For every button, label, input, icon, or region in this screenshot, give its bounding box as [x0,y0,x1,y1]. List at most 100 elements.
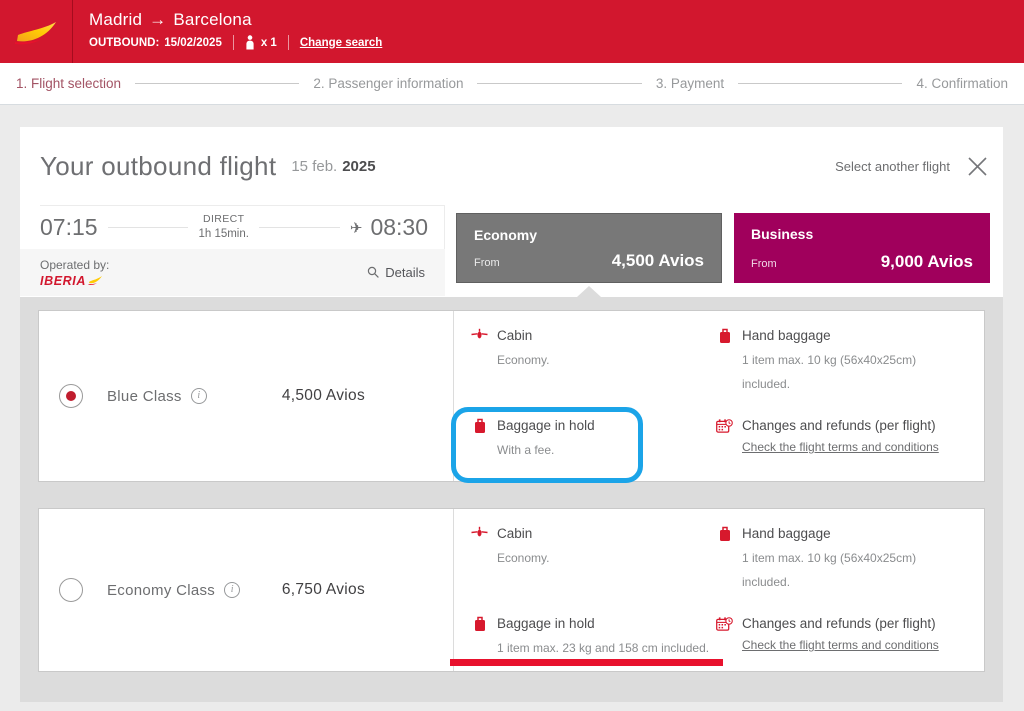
flight-date: 15 feb. [291,157,338,175]
economy-class-selector[interactable]: Economy Class i 6,750 Avios [39,509,454,671]
feature-text: Baggage in hold With a fee. [497,418,595,462]
hand-baggage-line1: 1 item max. 10 kg (56x40x25cm) [742,353,917,367]
fare-price: 6,750 Avios [281,581,365,598]
hold-value: With a fee. [497,443,555,457]
hand-baggage-icon [716,328,733,395]
cabin-feature: Cabin Economy. [471,328,721,372]
arrival-time: 08:30 [370,214,428,240]
outbound-date: 15/02/2025 [164,36,222,49]
app-header: Madrid → Barcelona OUTBOUND: 15/02/2025 … [0,0,1024,63]
terms-conditions-link[interactable]: Check the flight terms and conditions [742,440,939,454]
step-confirmation[interactable]: 4. Confirmation [916,76,1008,91]
changes-label: Changes and refunds (per flight) [742,418,936,433]
flight-summary: Your outbound flight 15 feb. 2025 Select… [20,127,1003,297]
route-line [258,227,340,228]
suitcase-icon [471,418,488,462]
feature-text: Hand baggage 1 item max. 10 kg (56x40x25… [742,328,916,395]
step-connector [135,83,300,84]
origin-city: Madrid [89,10,143,29]
passenger-count-label: x 1 [260,36,277,49]
tab-business-label: Business [751,226,814,242]
step-flight-selection[interactable]: 1. Flight selection [16,76,122,91]
hand-baggage-feature: Hand baggage 1 item max. 10 kg (56x40x25… [716,328,1001,395]
progress-steps: 1. Flight selection 2. Passenger informa… [0,63,1024,105]
blue-class-selector[interactable]: Blue Class i 4,500 Avios [39,311,454,481]
economy-class-radio[interactable] [59,578,83,602]
hold-baggage-feature: Baggage in hold With a fee. [471,418,721,462]
suitcase-icon [471,616,488,660]
outbound-label: OUTBOUND: [89,36,160,49]
step-connector [738,83,903,84]
from-label: From [474,257,500,269]
hand-baggage-line1: 1 item max. 10 kg (56x40x25cm) [742,551,917,565]
step-passenger-information[interactable]: 2. Passenger information [313,76,464,91]
hold-value: 1 item max. 23 kg and 158 cm included. [497,641,710,655]
tab-business-price-row: From 9,000 Avios [751,252,973,272]
changes-label: Changes and refunds (per flight) [742,616,936,631]
feature-text: Cabin Economy. [497,328,549,372]
divider [232,35,234,50]
tab-economy[interactable]: Economy From 4,500 Avios [456,213,722,283]
magnifier-icon [368,266,380,278]
select-another-flight-link[interactable]: Select another flight [835,158,950,174]
fare-option-blue-class: Blue Class i 4,500 Avios [38,310,985,483]
passenger-count: x 1 [245,35,277,50]
hand-baggage-line2: included. [742,376,791,391]
duration-label: 1h 15min. [198,227,249,240]
operator-logo: IBERIA [40,274,109,288]
fare-options-section: Blue Class i 4,500 Avios [20,286,1003,702]
tab-economy-price: 4,500 Avios [611,251,704,270]
change-search-link[interactable]: Change search [299,36,383,49]
hold-label: Baggage in hold [497,418,595,433]
details-button[interactable]: Details [367,265,425,280]
cabin-plane-icon [471,328,488,372]
departure-time: 07:15 [40,214,98,240]
divider [287,35,289,50]
fare-details: Cabin Economy. Baggage in hold [450,509,984,671]
terms-conditions-link[interactable]: Check the flight terms and conditions [742,638,939,652]
hold-baggage-feature: Baggage in hold 1 item max. 23 kg and 15… [471,616,721,660]
fare-option-economy-class: Economy Class i 6,750 Avios [38,508,985,672]
tab-business-price: 9,000 Avios [880,252,973,271]
fare-name: Blue Class [107,387,182,405]
hand-baggage-label: Hand baggage [742,526,831,541]
cabin-value: Economy. [497,551,550,565]
operator-name: IBERIA [40,273,86,288]
operated-by-row: Operated by: IBERIA [20,249,445,296]
fare-price: 4,500 Avios [281,387,365,404]
flight-year: 2025 [342,157,376,175]
step-payment[interactable]: 3. Payment [655,76,725,91]
route-line [107,227,189,228]
info-icon[interactable]: i [224,582,241,598]
selected-tab-caret [577,286,601,297]
feature-text: Baggage in hold 1 item max. 23 kg and 15… [497,616,709,660]
flight-stops-duration: DIRECT 1h 15min. [198,213,249,242]
iberia-logo [0,0,73,63]
cabin-label: Cabin [497,526,533,541]
close-button[interactable] [966,155,989,178]
feature-text: Cabin Economy. [497,526,549,570]
plane-icon: ✈ [349,219,363,237]
changes-refunds-feature: Changes and refunds (per flight) Check t… [716,418,1001,456]
radio-dot [66,391,76,401]
info-icon[interactable]: i [190,388,207,404]
iberia-mini-swoosh-icon [88,276,102,285]
step-connector [477,83,642,84]
tab-economy-label: Economy [474,227,538,243]
tab-business[interactable]: Business From 9,000 Avios [734,213,990,283]
title-row: Your outbound flight 15 feb. 2025 Select… [20,127,1003,205]
hand-baggage-label: Hand baggage [742,328,831,343]
hand-baggage-line2: included. [742,574,791,589]
flight-times-block: 07:15 DIRECT 1h 15min. ✈ 08:30 Operated … [20,205,445,297]
operated-by-label: Operated by: [40,257,110,272]
hand-baggage-feature: Hand baggage 1 item max. 10 kg (56x40x25… [716,526,1001,593]
cabin-value: Economy. [497,353,550,367]
calendar-clock-icon [716,616,733,654]
stops-label: DIRECT [202,213,245,226]
from-label: From [751,258,777,270]
calendar-clock-icon [716,418,733,456]
fare-details: Cabin Economy. Baggage in hold [451,311,984,483]
feature-text: Hand baggage 1 item max. 10 kg (56x40x25… [742,526,916,593]
iberia-swoosh-icon [15,21,56,44]
blue-class-radio[interactable] [59,384,83,408]
